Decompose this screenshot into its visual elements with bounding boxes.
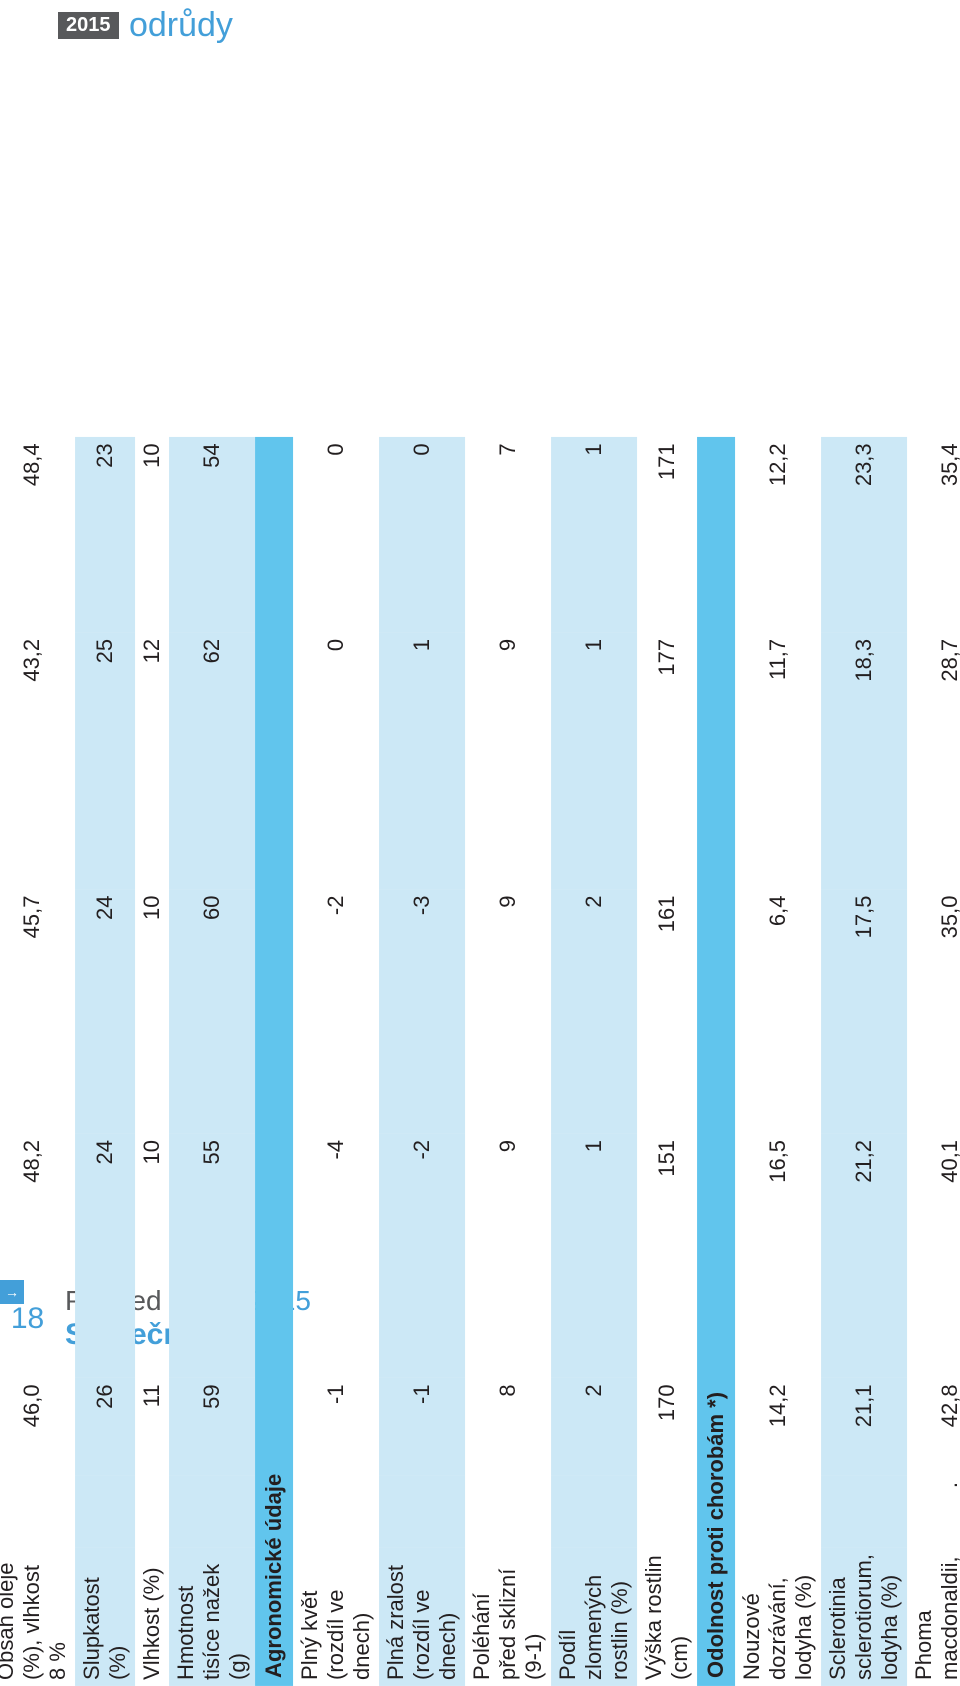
value-cell: 55 bbox=[169, 1134, 255, 1378]
value-cell: 1 bbox=[379, 633, 465, 890]
value-cell: 8 bbox=[465, 1378, 551, 1476]
value-cell: 28,7 bbox=[907, 633, 960, 890]
value-cell: 26 bbox=[75, 1378, 135, 1476]
value-cell: 171 bbox=[637, 437, 697, 633]
top-bar: 2015 odrůdy bbox=[58, 6, 233, 45]
row-label: Plný květ (rozdíl ve dnech) bbox=[293, 1548, 379, 1686]
value-cell: 35,4 bbox=[907, 437, 960, 633]
row-label: Podíl zlomených rostlin (%) bbox=[551, 1548, 637, 1686]
value-cell: 59 bbox=[169, 1378, 255, 1476]
value-cell: 16,5 bbox=[735, 1134, 821, 1378]
value-cell: 25 bbox=[75, 633, 135, 890]
value-cell: 10 bbox=[135, 437, 169, 633]
value-cell: -1 bbox=[293, 1378, 379, 1476]
data-table: Významné hospodářské vlastnosti hybridů … bbox=[0, 437, 960, 1686]
row-label: Plná zralost (rozdíl ve dnech) bbox=[379, 1548, 465, 1686]
value-cell: 12,2 bbox=[735, 437, 821, 633]
value-cell: -4 bbox=[293, 1134, 379, 1378]
value-cell: 43,2 bbox=[0, 633, 75, 890]
value-cell: 23,3 bbox=[821, 437, 907, 633]
value-cell bbox=[169, 1476, 255, 1548]
value-cell: 9 bbox=[465, 633, 551, 890]
table-container: Významné hospodářské vlastnosti hybridů … bbox=[0, 506, 960, 1686]
value-cell: 60 bbox=[169, 890, 255, 1134]
value-cell: 35,0 bbox=[907, 890, 960, 1134]
value-cell: . bbox=[907, 1476, 960, 1548]
value-cell: 151 bbox=[637, 1134, 697, 1378]
row-label: Poléhání před sklizní (9-1) bbox=[465, 1548, 551, 1686]
value-cell: 48,2 bbox=[0, 1134, 75, 1378]
section-title: Odolnost proti chorobám *) bbox=[697, 437, 735, 1686]
value-cell bbox=[0, 1476, 75, 1548]
value-cell: 48,4 bbox=[0, 437, 75, 633]
value-cell: 24 bbox=[75, 1134, 135, 1378]
value-cell: 14,2 bbox=[735, 1378, 821, 1476]
value-cell bbox=[135, 1476, 169, 1548]
value-cell: -1 bbox=[379, 1378, 465, 1476]
value-cell: 54 bbox=[169, 437, 255, 633]
row-label: Phoma macdonaldii, lodyha (%) bbox=[907, 1548, 960, 1686]
value-cell: 11 bbox=[135, 1378, 169, 1476]
value-cell: 40,1 bbox=[907, 1134, 960, 1378]
value-cell: 17,5 bbox=[821, 890, 907, 1134]
value-cell: 11,7 bbox=[735, 633, 821, 890]
value-cell: 2 bbox=[551, 890, 637, 1134]
value-cell bbox=[293, 1476, 379, 1548]
section-title: Agronomické údaje bbox=[255, 437, 293, 1686]
value-cell: 12 bbox=[135, 633, 169, 890]
value-cell: 7 bbox=[465, 437, 551, 633]
row-label: Sclerotinia sclerotiorum, lodyha (%) bbox=[821, 1548, 907, 1686]
value-cell bbox=[75, 1476, 135, 1548]
value-cell: 24 bbox=[75, 890, 135, 1134]
row-label: Nouzové dozrávání, lodyha (%) bbox=[735, 1548, 821, 1686]
value-cell bbox=[379, 1476, 465, 1548]
value-cell: 6,4 bbox=[735, 890, 821, 1134]
row-label: Obsah oleje (%), vlhkost 8 % bbox=[0, 1548, 75, 1686]
value-cell: 0 bbox=[293, 633, 379, 890]
row-label: Vlhkost (%) bbox=[135, 1548, 169, 1686]
row-label: Výška rostlin (cm) bbox=[637, 1548, 697, 1686]
value-cell: -3 bbox=[379, 890, 465, 1134]
value-cell bbox=[735, 1476, 821, 1548]
value-cell: 1 bbox=[551, 1134, 637, 1378]
year-badge: 2015 bbox=[58, 12, 119, 39]
value-cell: 21,1 bbox=[821, 1378, 907, 1476]
value-cell: 62 bbox=[169, 633, 255, 890]
odrudy-label: odrůdy bbox=[129, 6, 233, 45]
value-cell bbox=[637, 1476, 697, 1548]
row-label: Hmotnost tisíce nažek (g) bbox=[169, 1548, 255, 1686]
value-cell: 1 bbox=[551, 633, 637, 890]
value-cell bbox=[821, 1476, 907, 1548]
value-cell: 2 bbox=[551, 1378, 637, 1476]
value-cell bbox=[465, 1476, 551, 1548]
value-cell: 0 bbox=[293, 437, 379, 633]
value-cell: 1 bbox=[551, 437, 637, 633]
value-cell: 42,8 bbox=[907, 1378, 960, 1476]
value-cell: 23 bbox=[75, 437, 135, 633]
value-cell: 18,3 bbox=[821, 633, 907, 890]
value-cell: 45,7 bbox=[0, 890, 75, 1134]
value-cell: 10 bbox=[135, 890, 169, 1134]
value-cell: 10 bbox=[135, 1134, 169, 1378]
value-cell: -2 bbox=[293, 890, 379, 1134]
value-cell: 170 bbox=[637, 1378, 697, 1476]
value-cell bbox=[551, 1476, 637, 1548]
row-label: Slupkatost (%) bbox=[75, 1548, 135, 1686]
value-cell: 177 bbox=[637, 633, 697, 890]
value-cell: 21,2 bbox=[821, 1134, 907, 1378]
value-cell: -2 bbox=[379, 1134, 465, 1378]
value-cell: 46,0 bbox=[0, 1378, 75, 1476]
value-cell: 9 bbox=[465, 890, 551, 1134]
value-cell: 0 bbox=[379, 437, 465, 633]
value-cell: 9 bbox=[465, 1134, 551, 1378]
value-cell: 161 bbox=[637, 890, 697, 1134]
